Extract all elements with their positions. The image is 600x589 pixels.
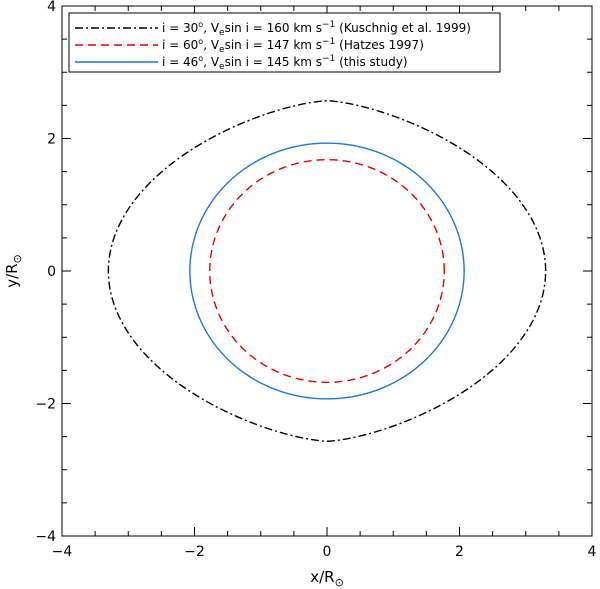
degree-symbol: o (198, 20, 203, 29)
legend-entry-s60: i = 60o, Vesin i = 147 km s−1 (Hatzes 19… (162, 37, 424, 55)
plot-frame (61, 5, 593, 537)
y-tick-label: −2 (35, 397, 56, 413)
axis-ticks (61, 5, 593, 537)
series-curve-s60 (209, 158, 445, 384)
y-axis-label: y/R⊙ (3, 254, 24, 288)
legend-entry-s46: i = 46o, Vesin i = 145 km s−1 (this stud… (162, 54, 408, 72)
degree-symbol: o (198, 37, 203, 46)
x-tick-label: −2 (184, 544, 205, 560)
y-tick-label: 0 (47, 264, 56, 280)
x-axis-label-sun-symbol: ⊙ (335, 576, 344, 589)
series-curve-s46 (189, 142, 465, 400)
x-tick-label: 4 (588, 544, 597, 560)
y-axis-label-sun-symbol: ⊙ (11, 254, 24, 263)
x-tick-label: 0 (323, 544, 332, 560)
degree-symbol: o (198, 54, 203, 63)
y-tick-label: 4 (47, 0, 56, 15)
x-tick-label: 2 (455, 544, 464, 560)
x-tick-label: −4 (52, 544, 73, 560)
series-curve-s30 (107, 100, 547, 442)
series-curves (107, 100, 547, 442)
legend-entry-s30: i = 30o, Vesin i = 160 km s−1 (Kuschnig … (162, 20, 471, 38)
y-tick-label: −4 (35, 529, 56, 545)
tick-labels: −4 −2 0 2 4 −4 −2 0 2 4 (35, 0, 596, 560)
legend: i = 30o, Vesin i = 160 km s−1 (Kuschnig … (68, 12, 501, 73)
x-axis-label: x/R⊙ (310, 568, 344, 589)
y-tick-label: 2 (47, 132, 56, 148)
